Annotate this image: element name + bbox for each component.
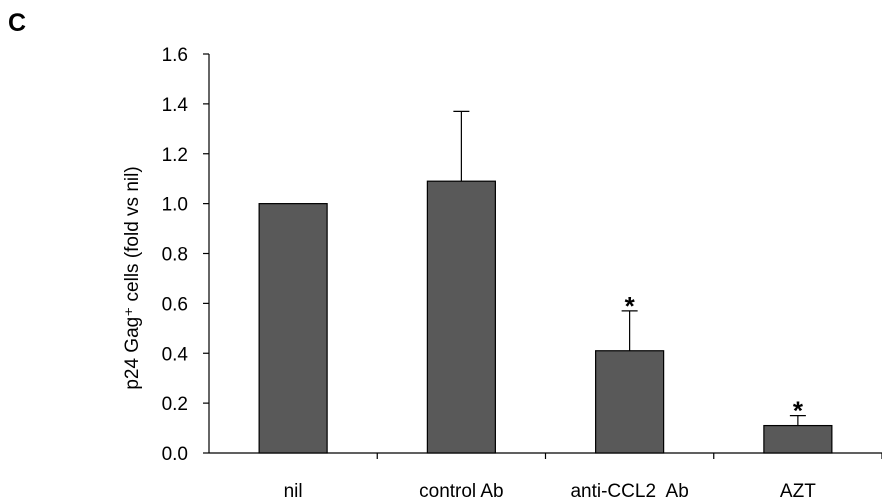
y-tick-label: 0.2	[162, 394, 188, 415]
y-tick-label: 0.6	[162, 294, 188, 315]
y-tick-label: 0.0	[162, 444, 188, 465]
plot-area: 0.0 0.2 0.4 0.6 0.8 1.0 1.2 1.4 1.6 nil control Ab…	[162, 45, 882, 502]
y-tick-label: 1.2	[162, 145, 188, 166]
y-tick-label: 0.4	[162, 344, 189, 365]
y-tick-label: 1.4	[162, 95, 189, 116]
bar	[258, 203, 328, 454]
significance-marker: *	[625, 291, 636, 321]
significance-marker: *	[793, 396, 804, 426]
bar	[595, 350, 665, 454]
x-tick-label: control Ab	[419, 481, 504, 502]
y-tick-label: 0.8	[162, 245, 188, 266]
x-tick-label: AZT	[780, 481, 816, 502]
y-tick-label: 1.0	[162, 195, 188, 216]
bar	[763, 424, 833, 454]
y-axis-label: p24 Gag⁺ cells (fold vs nil)	[122, 166, 143, 389]
x-tick-label: anti-CCL2 Ab	[570, 481, 688, 502]
panel-label: C	[8, 9, 26, 37]
bar	[426, 180, 496, 454]
x-tick-label: nil	[284, 481, 303, 502]
y-tick-label: 1.6	[162, 45, 188, 66]
